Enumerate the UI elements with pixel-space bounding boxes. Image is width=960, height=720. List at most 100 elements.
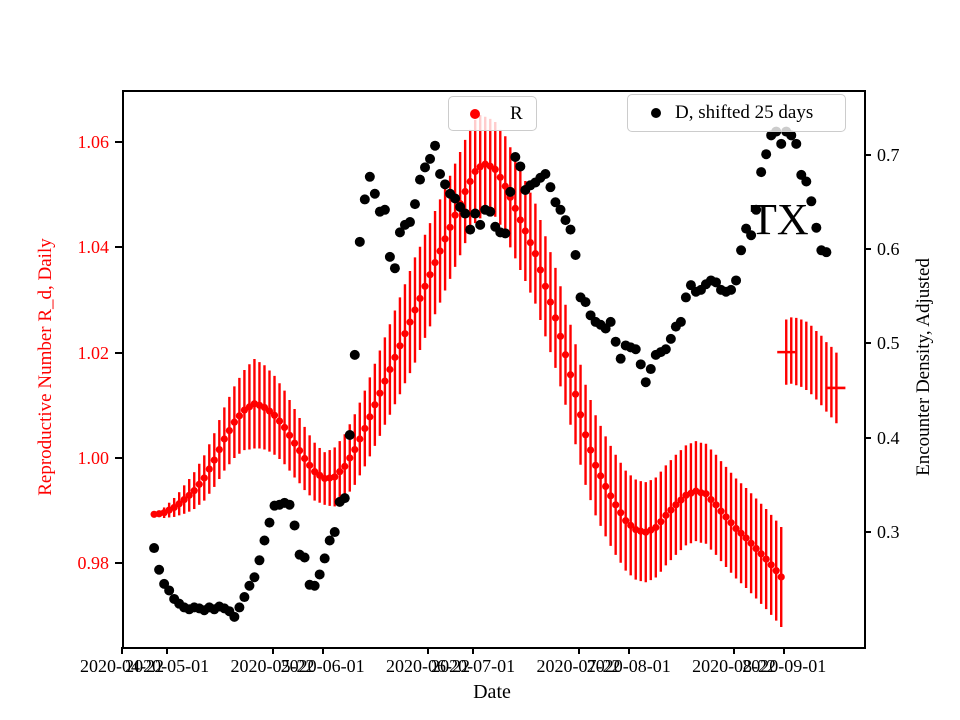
d-point: [309, 580, 320, 591]
d-point: [154, 564, 165, 575]
d-point: [500, 228, 511, 239]
y-tick-mark-left: [115, 246, 122, 249]
r-point: [411, 306, 419, 314]
y-tick-mark-left: [115, 351, 122, 354]
x-tick-label: 2020-05-01: [125, 656, 210, 676]
r-point: [667, 506, 675, 514]
x-tick-label: 2020-06-01: [280, 656, 365, 676]
y-tick-label-left: 1.02: [77, 342, 110, 363]
d-point: [726, 284, 737, 295]
x-tick-mark: [121, 647, 123, 654]
d-point: [550, 197, 561, 208]
x-tick-label: 2020-07-01: [431, 656, 516, 676]
d-point: [299, 552, 310, 563]
r-point: [311, 468, 319, 476]
d-point: [314, 569, 325, 580]
r-point: [416, 294, 424, 303]
legend-r-label: R: [510, 102, 523, 124]
d-point: [570, 250, 581, 261]
r-point: [446, 223, 454, 231]
d-point: [756, 167, 767, 178]
r-point: [431, 259, 439, 267]
x-tick-label: 2020-08-01: [586, 656, 671, 676]
x-tick-mark: [577, 647, 580, 654]
r-point: [346, 454, 354, 462]
r-point: [230, 418, 238, 426]
y-tick-label-right: 0.5: [877, 333, 900, 354]
r-point: [306, 461, 314, 469]
r-point: [702, 490, 710, 498]
r-point: [391, 353, 399, 361]
d-point: [349, 349, 360, 360]
r-point: [471, 167, 479, 176]
d-point: [555, 204, 566, 215]
r-point: [491, 165, 499, 174]
r-point: [235, 412, 243, 420]
r-point: [185, 491, 193, 499]
d-point: [665, 333, 676, 344]
y-tick-label-left: 0.98: [77, 553, 110, 574]
r-point: [561, 351, 570, 359]
r-point: [772, 567, 780, 575]
y-axis-label-left: Reproductive Number R_d, Daily: [35, 238, 56, 496]
r-point: [366, 413, 374, 421]
d-point: [811, 222, 822, 233]
r-point: [195, 480, 203, 488]
r-point: [712, 501, 720, 509]
r-point: [612, 501, 620, 509]
x-tick-label: 2020-08-22: [692, 656, 777, 676]
d-point: [711, 277, 721, 288]
d-point: [440, 179, 451, 190]
r-point: [662, 511, 670, 519]
d-point: [610, 336, 621, 347]
d-point: [505, 186, 516, 197]
r-point: [742, 534, 750, 542]
d-point: [630, 344, 641, 355]
r-point: [461, 187, 469, 196]
r-point: [767, 561, 775, 569]
r-point: [220, 435, 228, 443]
r-point: [602, 482, 610, 490]
d-point: [605, 316, 616, 327]
y-tick-label-right: 0.7: [877, 145, 900, 166]
d-point: [806, 196, 817, 207]
r-point: [210, 456, 218, 464]
d-point: [364, 171, 375, 182]
d-point: [485, 206, 496, 217]
r-point: [285, 431, 294, 439]
x-tick-label: 2020-07-22: [536, 656, 621, 676]
d-point: [379, 204, 390, 215]
d-point: [460, 208, 471, 219]
r-point: [737, 529, 745, 537]
legend-r-marker-icon: [470, 108, 480, 119]
d-point: [259, 535, 270, 546]
d-point: [465, 224, 476, 235]
d-point: [369, 188, 380, 199]
d-point: [354, 236, 365, 247]
r-point: [175, 500, 183, 508]
r-point: [516, 216, 524, 224]
x-tick-mark: [783, 647, 786, 654]
d-point: [761, 149, 772, 160]
d-point: [415, 174, 425, 185]
state-annotation: TX: [750, 195, 809, 244]
x-tick-mark: [627, 647, 630, 654]
r-point: [551, 314, 560, 322]
d-point: [545, 182, 556, 193]
y-tick-mark-right: [864, 154, 871, 157]
r-point: [531, 250, 539, 258]
r-point: [727, 519, 735, 527]
r-point: [331, 473, 339, 481]
d-point: [640, 377, 651, 388]
y-tick-label-left: 1.04: [77, 237, 110, 258]
r-point: [707, 495, 715, 504]
r-point: [672, 501, 680, 509]
d-point: [289, 520, 300, 531]
r-point: [170, 503, 178, 512]
d-point: [746, 230, 757, 241]
r-point: [581, 431, 590, 439]
r-point: [657, 518, 665, 526]
x-tick-mark: [321, 647, 324, 654]
r-point: [556, 332, 565, 340]
r-point: [576, 411, 585, 419]
